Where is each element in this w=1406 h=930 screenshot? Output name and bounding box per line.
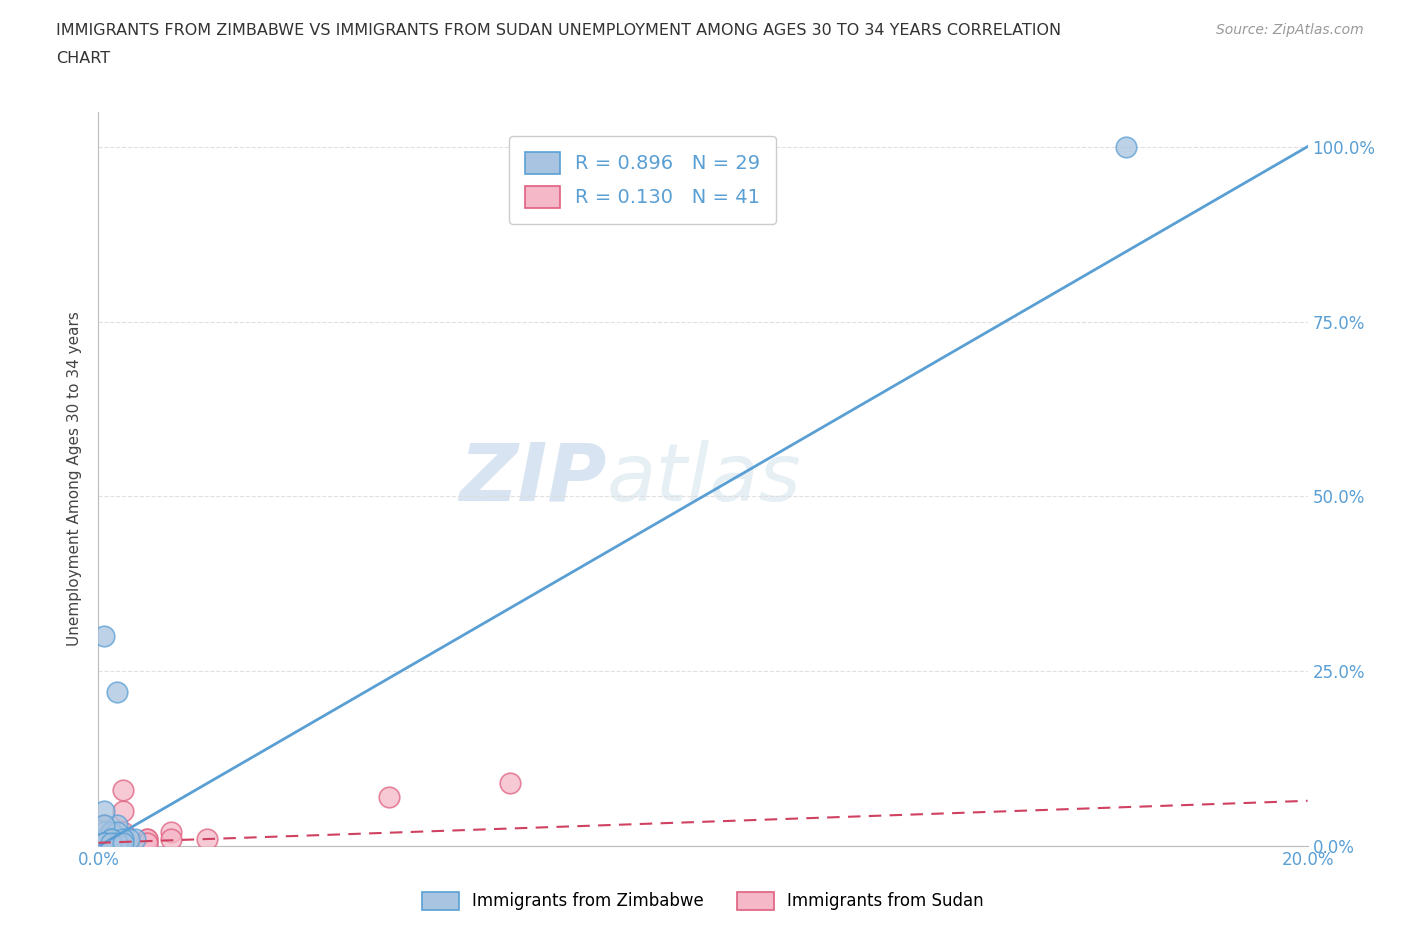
Point — [195, 831, 218, 846]
Point — [135, 835, 157, 850]
Point — [100, 825, 122, 840]
Point — [135, 831, 157, 846]
Point — [111, 831, 134, 846]
Point — [100, 835, 122, 850]
Point — [111, 804, 134, 818]
Point — [105, 835, 128, 850]
Point — [93, 835, 115, 850]
Point — [93, 804, 115, 818]
Y-axis label: Unemployment Among Ages 30 to 34 years: Unemployment Among Ages 30 to 34 years — [67, 312, 83, 646]
Point — [111, 835, 134, 850]
Point — [160, 831, 183, 846]
Point — [93, 825, 115, 840]
Point — [93, 629, 115, 644]
Point — [111, 835, 134, 850]
Point — [377, 790, 399, 804]
Point — [100, 831, 122, 846]
Point — [93, 835, 115, 850]
Point — [1115, 140, 1137, 154]
Point — [105, 831, 128, 846]
Point — [118, 831, 141, 846]
Point — [93, 835, 115, 850]
Point — [93, 835, 115, 850]
Point — [135, 835, 157, 850]
Point — [111, 835, 134, 850]
Point — [111, 835, 134, 850]
Point — [93, 835, 115, 850]
Point — [100, 831, 122, 846]
Point — [111, 831, 134, 846]
Point — [93, 817, 115, 832]
Point — [111, 831, 134, 846]
Point — [93, 835, 115, 850]
Point — [105, 684, 128, 699]
Point — [93, 831, 115, 846]
Point — [111, 831, 134, 846]
Point — [93, 835, 115, 850]
Point — [100, 835, 122, 850]
Point — [93, 835, 115, 850]
Point — [111, 825, 134, 840]
Point — [160, 825, 183, 840]
Point — [498, 776, 520, 790]
Point — [93, 835, 115, 850]
Point — [93, 835, 115, 850]
Text: atlas: atlas — [606, 440, 801, 518]
Point — [93, 835, 115, 850]
Point — [111, 835, 134, 850]
Point — [93, 835, 115, 850]
Point — [93, 835, 115, 850]
Point — [111, 835, 134, 850]
Point — [111, 835, 134, 850]
Point — [105, 817, 128, 832]
Point — [93, 835, 115, 850]
Legend: R = 0.896   N = 29, R = 0.130   N = 41: R = 0.896 N = 29, R = 0.130 N = 41 — [509, 136, 776, 224]
Point — [135, 831, 157, 846]
Point — [93, 835, 115, 850]
Point — [93, 835, 115, 850]
Point — [93, 835, 115, 850]
Point — [105, 835, 128, 850]
Text: ZIP: ZIP — [458, 440, 606, 518]
Point — [93, 835, 115, 850]
Point — [111, 835, 134, 850]
Text: CHART: CHART — [56, 51, 110, 66]
Point — [124, 831, 146, 846]
Point — [93, 831, 115, 846]
Legend: Immigrants from Zimbabwe, Immigrants from Sudan: Immigrants from Zimbabwe, Immigrants fro… — [416, 885, 990, 917]
Point — [93, 835, 115, 850]
Point — [93, 817, 115, 832]
Point — [93, 831, 115, 846]
Point — [93, 835, 115, 850]
Point — [100, 825, 122, 840]
Point — [111, 783, 134, 798]
Point — [105, 835, 128, 850]
Point — [100, 825, 122, 840]
Text: Source: ZipAtlas.com: Source: ZipAtlas.com — [1216, 23, 1364, 37]
Text: IMMIGRANTS FROM ZIMBABWE VS IMMIGRANTS FROM SUDAN UNEMPLOYMENT AMONG AGES 30 TO : IMMIGRANTS FROM ZIMBABWE VS IMMIGRANTS F… — [56, 23, 1062, 38]
Point — [105, 825, 128, 840]
Point — [111, 835, 134, 850]
